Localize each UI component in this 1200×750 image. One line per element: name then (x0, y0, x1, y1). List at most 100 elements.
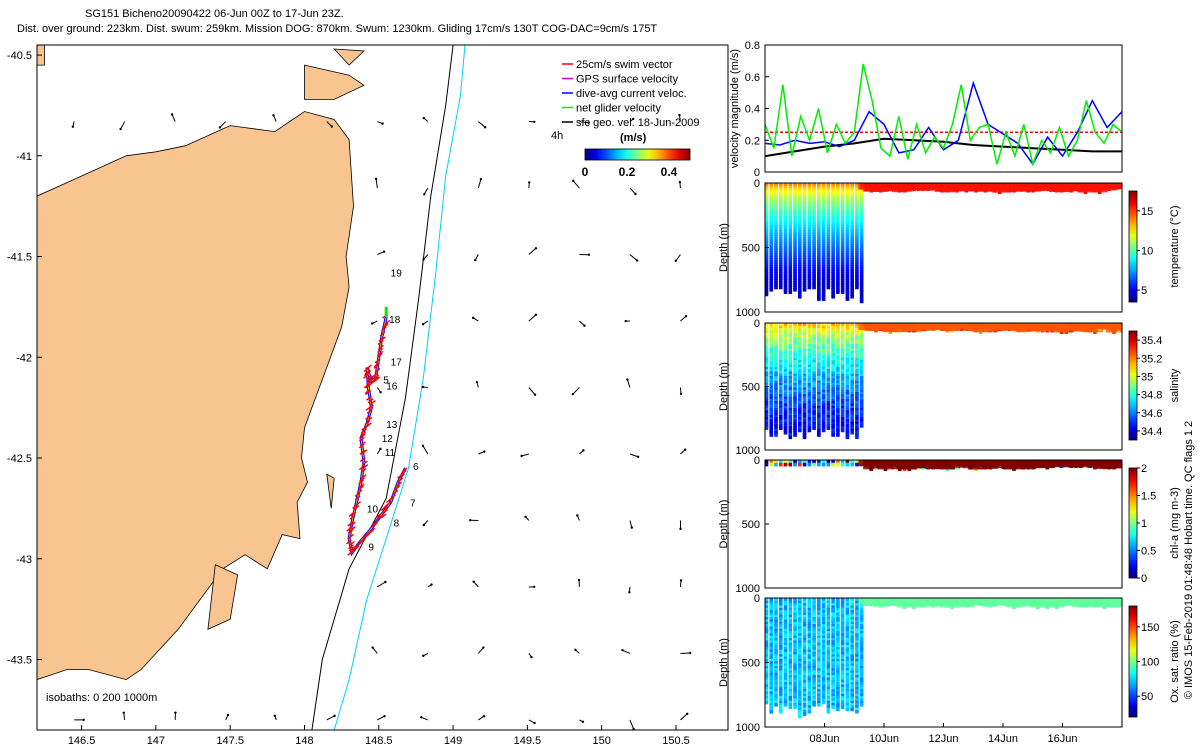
data-point (788, 403, 793, 408)
swim-vector (352, 503, 359, 509)
data-point (826, 410, 831, 414)
data-point (765, 417, 769, 421)
data-point (840, 355, 845, 360)
data-point (807, 412, 812, 417)
data-point (765, 269, 769, 274)
data-point (793, 241, 797, 246)
data-point (765, 267, 769, 271)
data-point (769, 410, 774, 414)
data-point (812, 262, 816, 267)
data-point (850, 362, 854, 366)
data-point (783, 285, 788, 290)
track-label: 10 (367, 504, 379, 515)
data-point (821, 410, 826, 414)
data-point (817, 405, 821, 410)
data-point (840, 651, 845, 656)
data-point (783, 628, 788, 633)
data-point (778, 696, 783, 700)
data-point (845, 421, 850, 426)
data-point (769, 430, 774, 435)
data-point (807, 410, 812, 414)
data-point (769, 408, 774, 412)
data-point (831, 396, 835, 401)
data-point (845, 392, 850, 396)
data-point (774, 274, 778, 278)
data-point (817, 234, 821, 239)
data-point (778, 239, 783, 243)
data-point (855, 227, 859, 232)
data-point (778, 401, 783, 405)
swim-vector (398, 473, 405, 479)
data-point (793, 332, 797, 337)
data-point (840, 661, 845, 665)
data-point (826, 389, 831, 394)
data-point (831, 705, 835, 709)
data-point (783, 385, 788, 389)
data-point (821, 288, 826, 292)
data-point (774, 236, 778, 241)
data-point (850, 649, 854, 654)
data-point (769, 330, 774, 334)
current-arrow-head (684, 315, 688, 318)
data-point (845, 227, 850, 232)
data-point (765, 348, 769, 353)
current-arrow-head (534, 247, 538, 250)
data-point (793, 220, 797, 225)
data-point (765, 421, 769, 426)
data-point (774, 250, 778, 255)
chart-title: SG151 Bicheno20090422 06-Jun 00Z to 17-J… (85, 8, 344, 20)
data-point (807, 236, 812, 241)
data-point (850, 696, 854, 700)
data-point (831, 271, 835, 276)
data-point (783, 204, 788, 209)
data-point (831, 665, 835, 670)
data-point (807, 679, 812, 684)
data-point (769, 396, 774, 401)
data-point (812, 213, 816, 218)
data-point (802, 253, 807, 257)
data-point (821, 689, 826, 693)
data-point (836, 362, 840, 366)
data-point (788, 428, 793, 433)
data-point (793, 658, 797, 663)
data-point (774, 426, 778, 430)
data-point (802, 637, 807, 642)
data-point (783, 430, 788, 435)
data-point (836, 206, 840, 211)
data-point (845, 462, 850, 467)
data-point (817, 357, 821, 362)
data-point (769, 403, 774, 408)
data-point (769, 271, 774, 276)
data-point (788, 283, 793, 287)
data-point (836, 658, 840, 663)
data-point (812, 285, 816, 290)
data-point (812, 610, 816, 614)
data-point (783, 373, 788, 378)
data-point (793, 243, 797, 248)
data-point (802, 188, 807, 192)
current-arrow-head (679, 392, 683, 396)
heatmap-frame (764, 459, 1123, 589)
data-point (812, 269, 816, 274)
data-point (850, 610, 854, 614)
data-point (812, 378, 816, 382)
data-point (850, 188, 854, 192)
data-point (774, 686, 778, 691)
data-point (798, 350, 802, 355)
data-point (802, 631, 807, 635)
data-point (817, 339, 821, 344)
data-point (807, 190, 812, 195)
current-arrow-head (587, 253, 591, 256)
current-arrow-head (379, 447, 382, 451)
data-point (807, 709, 812, 714)
data-point (817, 348, 821, 353)
y-tick-label: 0.6 (745, 72, 760, 84)
data-point (765, 288, 769, 292)
data-point (831, 369, 835, 373)
colorbar-tick-label: 100 (1141, 657, 1159, 669)
data-point (802, 414, 807, 419)
data-point (850, 642, 854, 647)
data-point (840, 675, 845, 679)
y-tick-label: -40.5 (7, 50, 32, 62)
data-point (840, 183, 845, 188)
